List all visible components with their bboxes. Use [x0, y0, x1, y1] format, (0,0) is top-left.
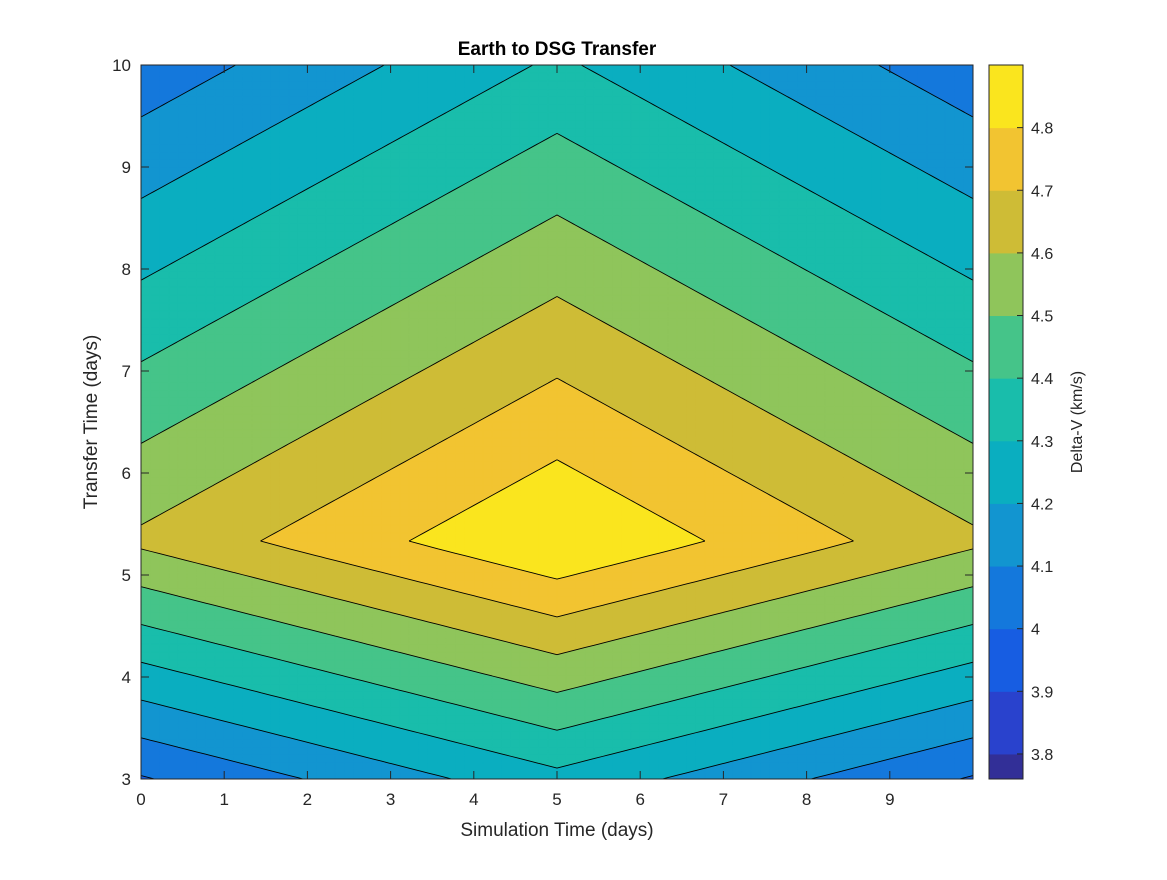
- x-tick-label: 9: [885, 790, 894, 809]
- colorbar: 3.8 3.9 4 4.1 4.2 4.3 4.4 4.5 4.6 4.7 4.8: [988, 64, 1053, 780]
- contour-lines: [141, 65, 973, 779]
- y-tick-label: 9: [122, 158, 131, 177]
- x-tick-label: 7: [719, 790, 728, 809]
- colorbar-tick-label: 4.2: [1031, 496, 1053, 513]
- colorbar-tick-label: 4.4: [1031, 371, 1053, 388]
- colorbar-label: Delta-V (km/s): [1069, 371, 1086, 473]
- y-axis: 3 4 5 6 7 8 9 10: [112, 56, 973, 789]
- colorbar-segment: [989, 315, 1023, 379]
- x-tick-label: 5: [552, 790, 561, 809]
- x-axis: 0 1 2 3 4 5 6 7 8 9: [136, 65, 895, 809]
- x-tick-label: 6: [635, 790, 644, 809]
- colorbar-segment: [989, 628, 1023, 692]
- colorbar-segment: [989, 252, 1023, 317]
- y-axis-label: Transfer Time (days): [81, 335, 102, 510]
- colorbar-segment: [989, 503, 1023, 567]
- colorbar-tick-label: 4.7: [1031, 183, 1053, 200]
- colorbar-segment: [989, 753, 1023, 780]
- colorbar-tick-label: 4.8: [1031, 121, 1053, 138]
- contour-line: [141, 214, 973, 693]
- contour-line: [260, 377, 854, 618]
- x-axis-label: Simulation Time (days): [460, 820, 653, 841]
- contour-fill-layers: [141, 65, 973, 779]
- contour-line: [141, 65, 973, 779]
- y-tick-label: 10: [112, 56, 131, 75]
- colorbar-tick-label: 3.9: [1031, 684, 1053, 701]
- colorbar-segment: [989, 190, 1023, 254]
- colorbar-frame: [988, 64, 1024, 780]
- y-tick-label: 3: [122, 770, 131, 789]
- x-tick-label: 8: [802, 790, 811, 809]
- contour-line: [141, 65, 973, 769]
- x-tick-label: 3: [386, 790, 395, 809]
- contour-line: [141, 296, 973, 656]
- colorbar-tick-label: 4.5: [1031, 309, 1053, 326]
- colorbar-tick-label: 4.3: [1031, 434, 1053, 451]
- x-tick-label: 0: [136, 790, 145, 809]
- chart-title: Earth to DSG Transfer: [458, 39, 657, 60]
- colorbar-segment: [989, 691, 1023, 755]
- contour-line: [141, 132, 973, 731]
- x-tick-label: 1: [219, 790, 228, 809]
- colorbar-segment: [989, 378, 1023, 442]
- x-tick-label: 2: [303, 790, 312, 809]
- colorbar-tick-label: 4.1: [1031, 559, 1053, 576]
- colorbar-segment: [989, 127, 1023, 191]
- colorbar-segment: [989, 566, 1023, 630]
- contour-band: [141, 65, 973, 769]
- colorbar-tick-label: 4.6: [1031, 246, 1053, 263]
- colorbar-tick-label: 3.8: [1031, 747, 1053, 764]
- x-tick-label: 4: [469, 790, 478, 809]
- contour-line: [141, 65, 973, 779]
- colorbar-segment: [989, 65, 1023, 129]
- y-tick-label: 5: [122, 566, 131, 585]
- contour-band: [141, 132, 973, 731]
- y-tick-label: 6: [122, 464, 131, 483]
- y-tick-label: 8: [122, 260, 131, 279]
- y-tick-label: 7: [122, 362, 131, 381]
- y-tick-label: 4: [122, 668, 131, 687]
- contour-line: [141, 775, 973, 779]
- colorbar-tick-label: 4: [1031, 622, 1040, 639]
- contour-line: [408, 459, 706, 580]
- contour-band: [141, 65, 973, 779]
- colorbar-segment: [989, 440, 1023, 504]
